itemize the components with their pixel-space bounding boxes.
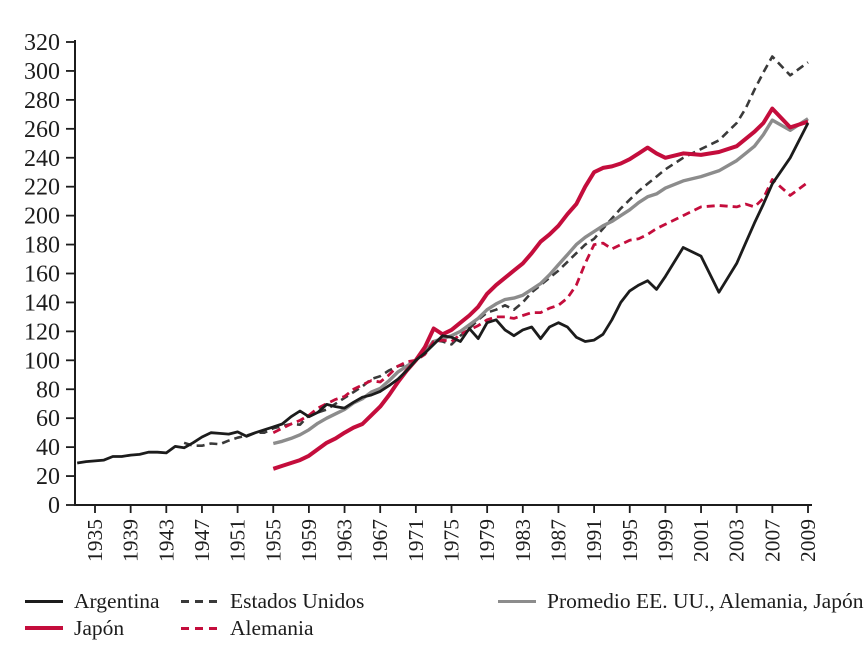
y-tick-label: 180 <box>24 233 60 259</box>
series-line-jap-n <box>272 106 809 471</box>
x-tick-label: 2007 <box>760 519 784 562</box>
y-tick-label: 140 <box>24 290 60 316</box>
x-tick-label: 1959 <box>297 519 321 562</box>
legend-item-japon: Japón <box>25 616 124 640</box>
y-tick-label: 120 <box>24 319 60 345</box>
legend-item-argentina: Argentina <box>25 589 160 613</box>
x-tick-label: 1951 <box>226 519 250 562</box>
y-tick-label: 100 <box>24 348 60 374</box>
series-line-alemania <box>272 178 809 434</box>
y-tick-label: 80 <box>36 377 60 403</box>
x-tick-label: 1991 <box>582 519 606 562</box>
x-tick-label: 1947 <box>190 519 214 562</box>
legend-swatch-japon-solid-crimson <box>25 626 63 630</box>
x-tick-label: 1963 <box>333 519 357 562</box>
legend-label: Argentina <box>74 589 160 613</box>
y-tick-label: 280 <box>24 88 60 114</box>
legend-item-promedio: Promedio EE. UU., Alemania, Japón <box>498 589 863 613</box>
y-tick-label: 20 <box>36 464 60 490</box>
legend-label: Alemania <box>230 616 314 640</box>
legend-swatch-us-dashed-black <box>181 599 219 603</box>
x-tick-label: 1967 <box>368 519 392 562</box>
x-tick-label: 1979 <box>475 519 499 562</box>
y-tick-label: 220 <box>24 175 60 201</box>
x-tick-label: 1995 <box>618 519 642 562</box>
legend-swatch-promedio-solid-gray <box>498 599 536 603</box>
x-tick-label: 2003 <box>725 519 749 562</box>
legend-swatch-argentina-solid-black <box>25 599 63 603</box>
x-tick-label: 1999 <box>653 519 677 562</box>
x-tick-label: 1971 <box>404 519 428 562</box>
y-tick-label: 300 <box>24 59 60 85</box>
series-line-promedio-ee-uu-alemania-jap-n <box>272 117 809 446</box>
y-tick-label: 160 <box>24 262 60 288</box>
x-tick-label: 1975 <box>440 519 464 562</box>
y-tick-label: 60 <box>36 406 60 432</box>
y-tick-label: 320 <box>24 30 60 56</box>
x-tick-label: 1987 <box>546 519 570 562</box>
legend: Argentina Estados Unidos Promedio EE. UU… <box>0 585 865 647</box>
series-line-estados-unidos <box>183 55 809 448</box>
legend-item-estados-unidos: Estados Unidos <box>181 589 364 613</box>
y-tick-label: 0 <box>48 493 60 519</box>
x-tick-label: 1939 <box>119 519 143 562</box>
x-tick-label: 1983 <box>511 519 535 562</box>
legend-label: Promedio EE. UU., Alemania, Japón <box>547 589 864 613</box>
x-tick-label: 1935 <box>83 519 107 562</box>
x-tick-label: 1955 <box>261 519 285 562</box>
legend-swatch-alemania-dashed-crimson <box>181 626 219 630</box>
legend-item-alemania: Alemania <box>181 616 314 640</box>
y-tick-label: 200 <box>24 204 60 230</box>
y-tick-label: 40 <box>36 435 60 461</box>
y-tick-label: 260 <box>24 117 60 143</box>
axis-lines <box>74 40 812 506</box>
series-line-argentina <box>76 122 810 465</box>
x-tick-label: 1943 <box>154 519 178 562</box>
legend-label: Estados Unidos <box>230 589 365 613</box>
y-tick-label: 240 <box>24 146 60 172</box>
legend-label: Japón <box>74 616 125 640</box>
x-tick-label: 2001 <box>689 519 713 562</box>
x-tick-label: 2009 <box>796 519 820 562</box>
